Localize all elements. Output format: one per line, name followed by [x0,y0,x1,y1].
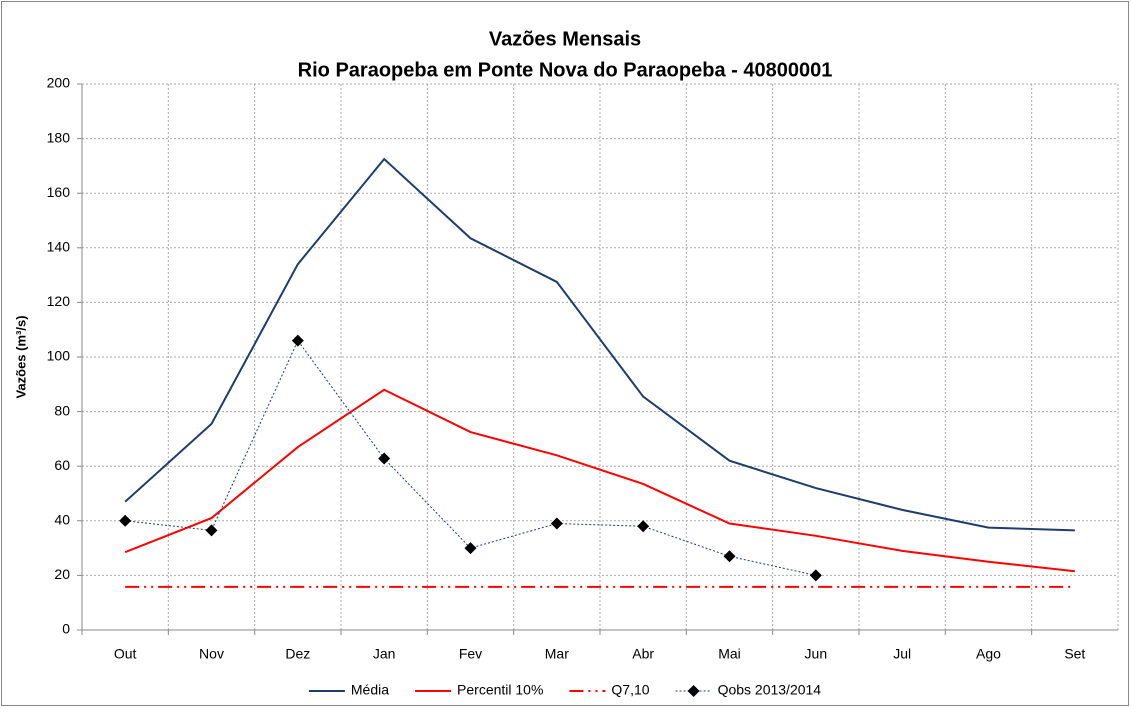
legend-label: Qobs 2013/2014 [718,682,822,698]
legend-label: Q7,10 [611,682,649,698]
y-tick-label: 20 [54,566,70,582]
y-tick-label: 160 [47,184,71,200]
x-tick-label: Mai [718,646,741,662]
point-marker [809,569,822,582]
x-tick-label: Abr [632,646,654,662]
y-tick-label: 60 [54,457,70,473]
point-marker [205,524,218,537]
x-tick-label: Jun [805,646,828,662]
legend-label: Média [351,682,389,698]
x-tick-label: Mar [545,646,569,662]
y-tick-label: 80 [54,402,70,418]
x-tick-label: Jan [373,646,396,662]
point-marker [550,517,563,530]
x-tick-label: Fev [459,646,482,662]
y-tick-label: 140 [47,239,71,255]
point-marker [464,542,477,555]
x-tick-label: Out [114,646,137,662]
point-marker [723,550,736,563]
series-line [124,157,1075,532]
y-tick-label: 120 [47,293,71,309]
y-tick-label: 40 [54,512,70,528]
y-tick-label: 100 [47,348,71,364]
x-tick-label: Nov [199,646,224,662]
legend-marker [687,685,700,697]
chart-subtitle: Rio Paraopeba em Ponte Nova do Paraopeba… [298,59,833,81]
y-tick-label: 0 [62,621,70,637]
point-marker [637,520,650,533]
y-axis-title: Vazões (m³/s) [13,315,28,398]
y-tick-label: 200 [47,75,71,91]
point-marker [119,514,132,527]
legend-label: Percentil 10% [457,682,543,698]
y-tick-label: 180 [47,129,71,145]
point-marker [378,452,391,465]
chart-title: Vazões Mensais [489,28,641,50]
x-tick-label: Ago [976,646,1001,662]
x-tick-label: Dez [285,646,310,662]
point-marker [291,334,304,347]
x-tick-label: Jul [893,646,911,662]
x-tick-label: Set [1064,646,1085,662]
series-line [124,388,1075,573]
